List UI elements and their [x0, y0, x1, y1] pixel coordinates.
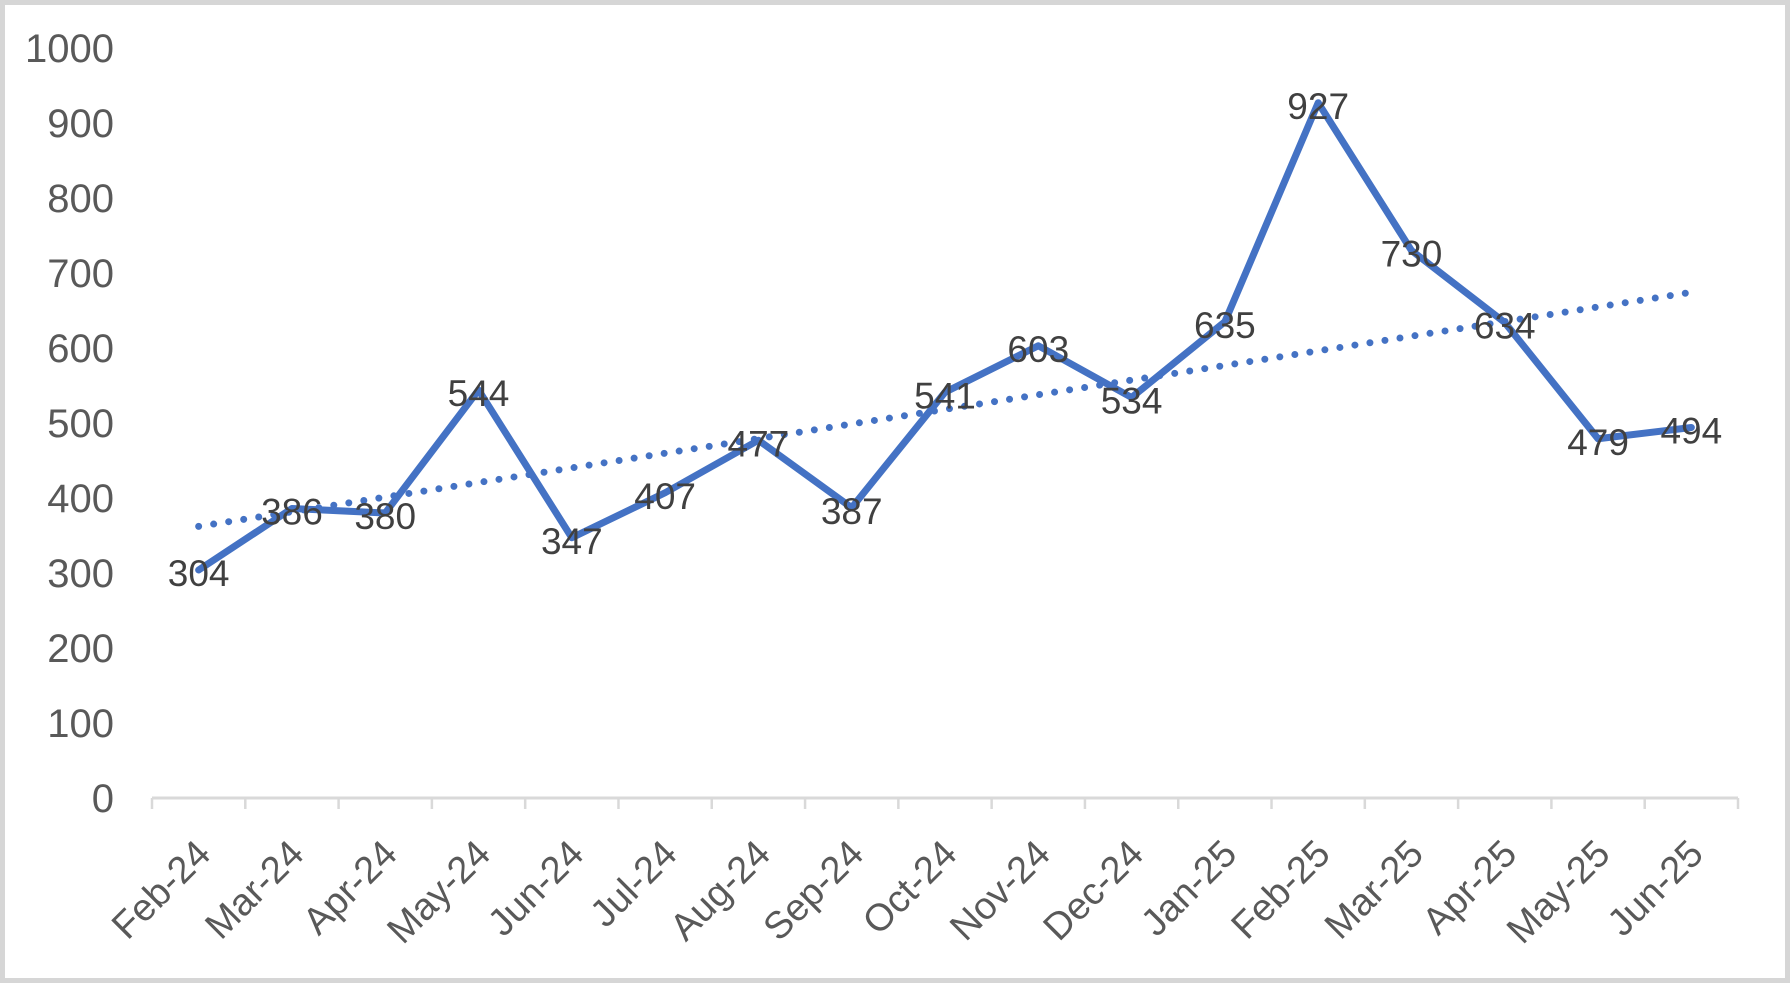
x-axis-tick-label: May-25: [1499, 833, 1618, 952]
data-label: 534: [1101, 381, 1163, 422]
data-label: 544: [448, 373, 510, 414]
x-axis-tick-label: Jan-25: [1133, 833, 1245, 945]
data-label: 730: [1381, 234, 1443, 275]
y-axis-labels: 0 100 200 300 400 500 600 700 800 900 1000: [25, 27, 114, 821]
data-label: 387: [821, 491, 883, 532]
x-axis-tick-label: Feb-25: [1224, 833, 1339, 948]
trendline: [195, 288, 1695, 530]
y-axis-tick-label: 0: [92, 777, 114, 821]
data-label: 635: [1194, 305, 1256, 346]
data-label: 603: [1007, 329, 1069, 370]
data-label: 494: [1660, 411, 1722, 452]
x-axis-tick-marks: [150, 798, 1740, 809]
y-axis-tick-label: 900: [47, 102, 114, 146]
y-axis-tick-label: 800: [47, 177, 114, 221]
y-axis-tick-label: 400: [47, 477, 114, 521]
y-axis-tick-label: 1000: [25, 27, 114, 71]
data-label: 380: [354, 496, 416, 537]
data-label: 477: [728, 423, 790, 464]
x-axis-tick-label: Feb-24: [104, 833, 219, 948]
x-axis-tick-label: Dec-24: [1036, 833, 1152, 949]
x-axis-tick-label: Jun-25: [1600, 833, 1712, 945]
x-axis-labels: Feb-24Mar-24Apr-24May-24Jun-24Jul-24Aug-…: [104, 833, 1712, 952]
x-axis-tick-label: Sep-24: [756, 833, 872, 949]
x-axis-tick-label: Aug-24: [662, 833, 778, 949]
data-label: 634: [1474, 306, 1536, 347]
x-axis-tick-label: Jun-24: [480, 833, 592, 945]
data-label: 479: [1567, 422, 1629, 463]
x-axis-tick-label: Mar-25: [1317, 833, 1432, 948]
data-label: 407: [634, 476, 696, 517]
y-axis-tick-label: 200: [47, 627, 114, 671]
y-axis-tick-label: 300: [47, 552, 114, 596]
x-axis-tick-label: Mar-24: [197, 833, 312, 948]
data-label: 386: [261, 492, 323, 533]
y-axis-tick-label: 500: [47, 402, 114, 446]
x-axis-tick-label: May-24: [380, 833, 499, 952]
y-axis-tick-label: 100: [47, 702, 114, 746]
data-label: 927: [1287, 86, 1349, 127]
y-axis-tick-label: 700: [47, 252, 114, 296]
data-label: 541: [914, 375, 976, 416]
series-line: [195, 99, 1695, 574]
data-label: 347: [541, 521, 603, 562]
y-axis-tick-label: 600: [47, 327, 114, 371]
x-axis-tick-label: Nov-24: [942, 833, 1058, 949]
data-labels: 304 386 380 544 347 407 477 387 541 603 534 635 927 7…: [168, 86, 1722, 594]
data-label: 304: [168, 553, 230, 594]
